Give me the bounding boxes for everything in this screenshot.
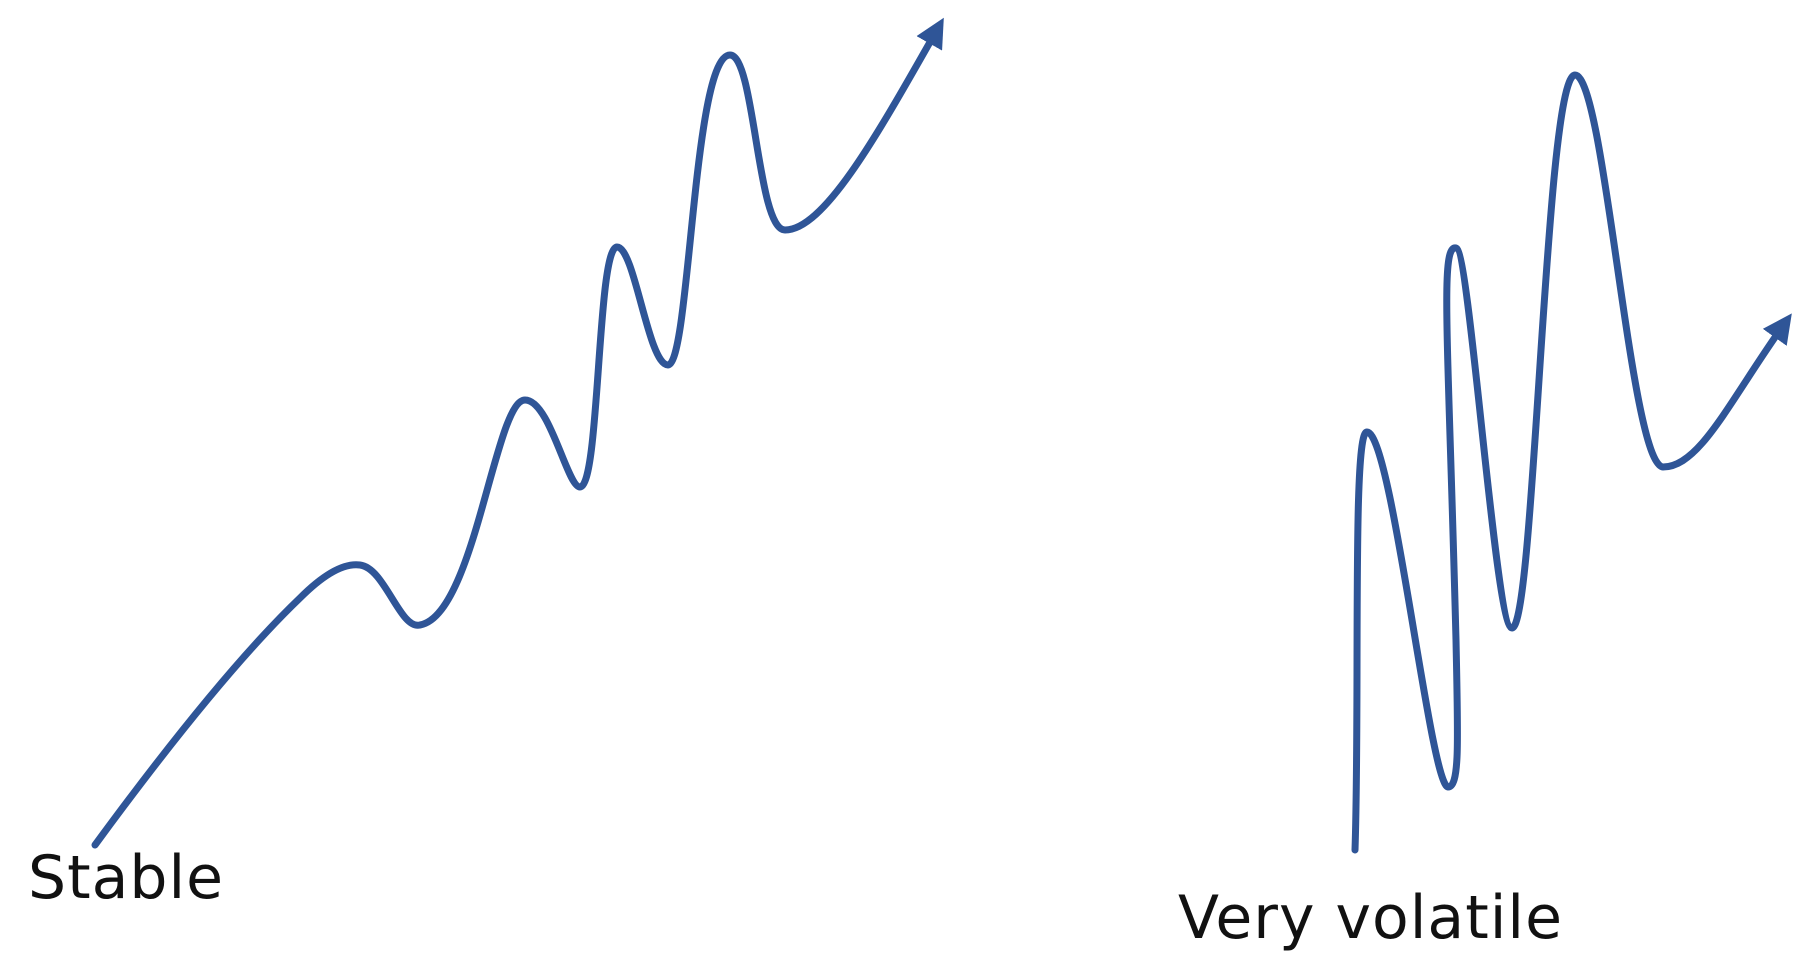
stable-label: Stable bbox=[28, 843, 225, 913]
stable-trend-line bbox=[91, 17, 944, 849]
volatile-trend-line bbox=[1351, 71, 1792, 854]
very-volatile-label: Very volatile bbox=[1178, 883, 1563, 953]
